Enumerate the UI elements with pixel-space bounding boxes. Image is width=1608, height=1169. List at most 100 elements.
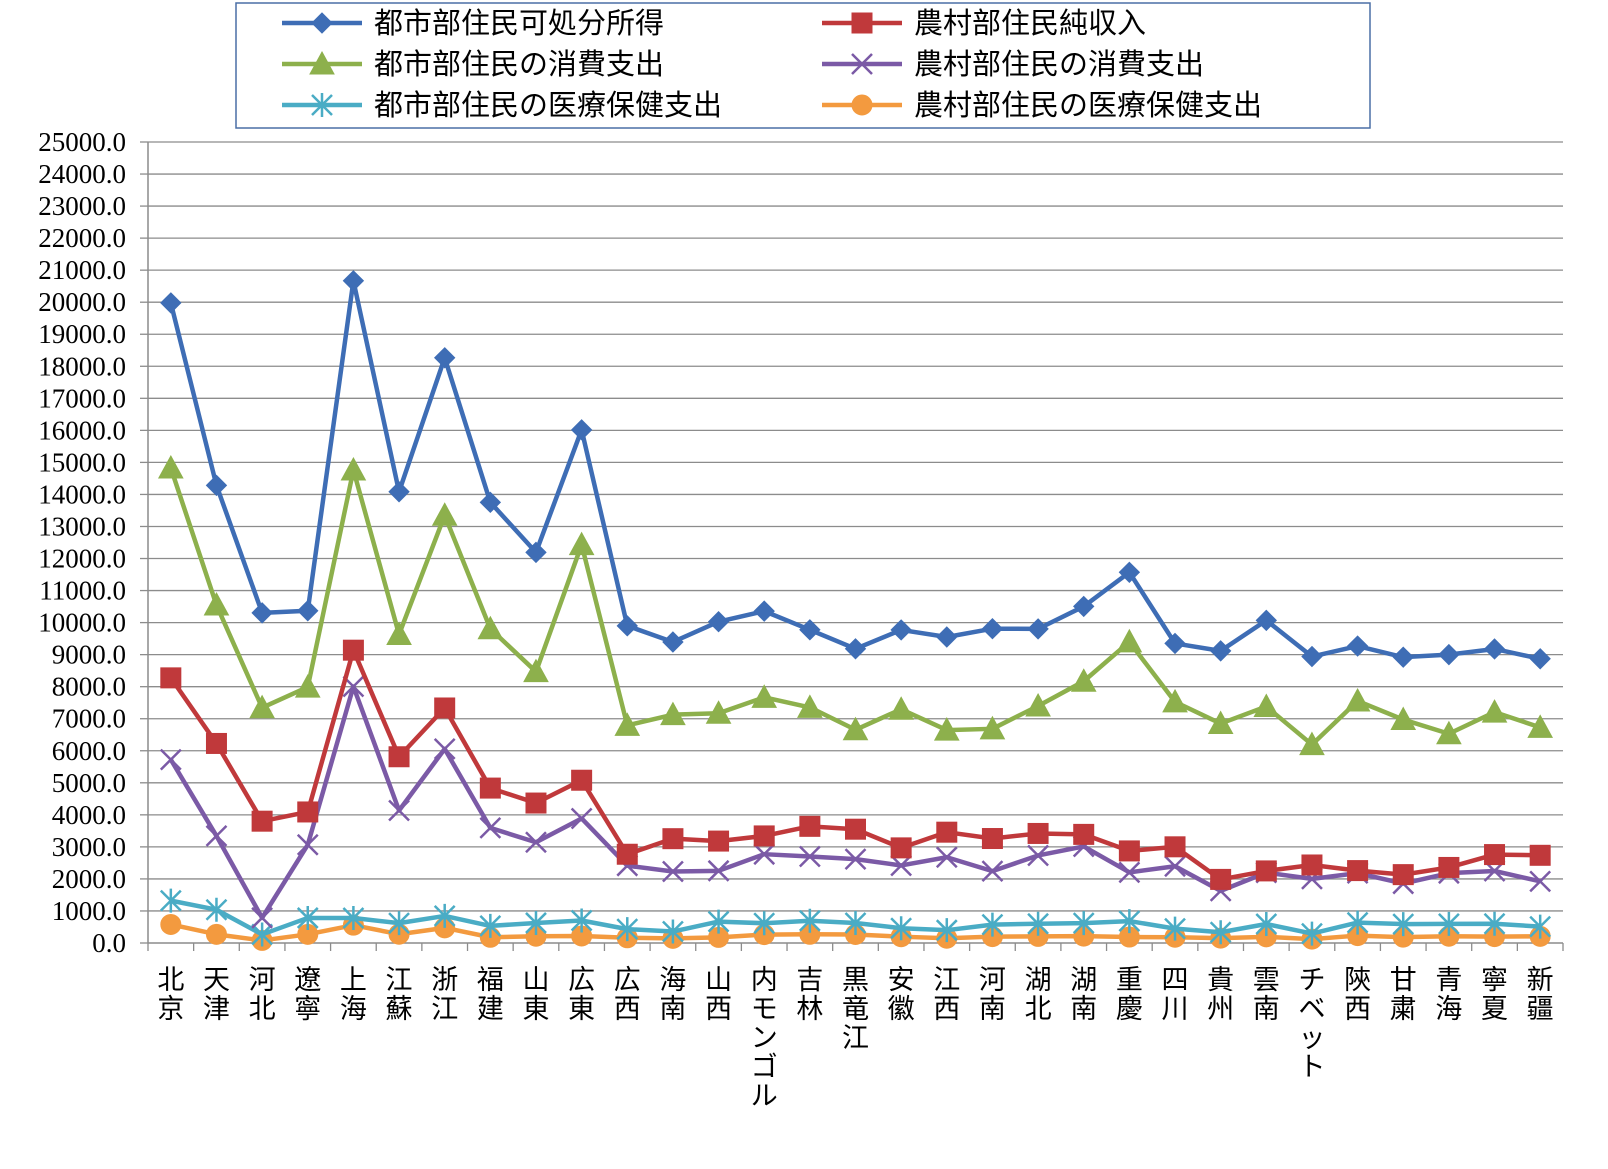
- legend-marker: [851, 94, 873, 116]
- data-point: [1073, 595, 1095, 618]
- series-3: [157, 454, 1554, 756]
- legend-label: 農村部住民純収入: [914, 6, 1146, 40]
- data-point: [708, 830, 730, 852]
- data-point: [662, 631, 684, 653]
- data-point: [1209, 920, 1232, 945]
- x-tick-label: 内モンゴル: [751, 965, 778, 1112]
- data-point: [477, 615, 504, 640]
- data-point: [1301, 645, 1323, 668]
- series-5: [159, 888, 1552, 947]
- data-point: [979, 715, 1006, 740]
- data-point: [1483, 911, 1506, 936]
- legend-item: 都市部住民の消費支出: [282, 47, 664, 81]
- x-tick-label: 湖北: [1025, 965, 1052, 1025]
- data-point: [1164, 855, 1186, 878]
- x-tick-label: 河南: [979, 965, 1006, 1025]
- data-point: [1207, 710, 1234, 735]
- data-point: [799, 815, 821, 837]
- data-point: [1118, 909, 1141, 934]
- data-point: [433, 738, 456, 760]
- x-tick-label: 四川: [1162, 965, 1189, 1025]
- series-2: [160, 639, 1551, 890]
- data-point: [1118, 561, 1141, 584]
- legend-box: [235, 2, 1371, 129]
- data-point: [890, 837, 912, 859]
- data-point: [159, 748, 182, 771]
- y-tick-label: 8000.0: [52, 672, 126, 702]
- data-point: [753, 843, 776, 866]
- data-point: [1118, 861, 1141, 884]
- data-point: [707, 909, 730, 934]
- data-point: [1299, 731, 1325, 756]
- data-point: [1436, 720, 1462, 745]
- data-point: [386, 621, 412, 645]
- data-point: [981, 617, 1004, 640]
- data-point: [479, 913, 502, 938]
- data-point: [433, 347, 456, 369]
- legend-marker: [851, 53, 873, 75]
- y-tick-label: 1000.0: [52, 896, 126, 926]
- data-point: [1529, 870, 1552, 893]
- data-point: [294, 674, 321, 698]
- data-point: [479, 817, 502, 839]
- x-tick-label: 浙江: [431, 965, 458, 1025]
- legend-item: 農村部住民純収入: [822, 6, 1146, 40]
- data-point: [479, 491, 502, 514]
- data-point: [297, 801, 319, 823]
- data-point: [798, 908, 821, 933]
- data-point: [205, 474, 228, 497]
- data-point: [251, 906, 273, 929]
- y-tick-label: 19000.0: [38, 319, 126, 349]
- data-point: [525, 541, 547, 564]
- data-point: [571, 769, 593, 791]
- data-point: [614, 712, 641, 736]
- data-point: [1347, 860, 1369, 882]
- y-tick-label: 0.0: [92, 928, 126, 958]
- x-tick-label: 湖南: [1070, 965, 1097, 1025]
- data-point: [1025, 692, 1051, 717]
- series-layer: [157, 270, 1554, 951]
- data-point: [705, 700, 732, 724]
- axes: 0.01000.02000.03000.04000.05000.06000.07…: [38, 127, 1564, 1112]
- x-tick-label: チベット: [1298, 965, 1325, 1083]
- x-tick-label: 新疆: [1527, 965, 1554, 1025]
- data-point: [981, 828, 1003, 850]
- data-point: [1255, 912, 1278, 936]
- data-point: [1301, 921, 1323, 946]
- data-point: [388, 799, 410, 822]
- data-point: [1070, 668, 1097, 692]
- data-point: [433, 903, 456, 928]
- data-point: [662, 919, 684, 944]
- data-point: [340, 456, 367, 481]
- data-point: [523, 658, 549, 683]
- data-point: [342, 639, 364, 661]
- data-point: [1027, 844, 1049, 867]
- data-point: [431, 502, 458, 526]
- legend-label: 都市部住民可処分所得: [374, 6, 664, 40]
- data-point: [616, 615, 638, 637]
- data-point: [342, 905, 365, 930]
- data-point: [935, 846, 958, 869]
- data-point: [159, 888, 182, 913]
- y-tick-label: 24000.0: [38, 159, 126, 189]
- data-point: [205, 732, 227, 754]
- data-point: [753, 825, 775, 847]
- data-point: [1344, 687, 1371, 712]
- y-tick-label: 7000.0: [52, 704, 126, 734]
- data-point: [1438, 856, 1460, 878]
- data-point: [933, 717, 960, 741]
- series-1: [160, 270, 1551, 670]
- data-point: [1346, 635, 1369, 657]
- x-tick-label: 貴州: [1207, 965, 1234, 1025]
- data-point: [660, 701, 686, 726]
- legend-item: 都市部住民可処分所得: [282, 6, 664, 40]
- data-point: [1162, 688, 1188, 713]
- data-point: [203, 591, 230, 616]
- x-tick-label: 甘粛: [1390, 965, 1417, 1025]
- x-tick-label: 広東: [568, 965, 595, 1025]
- y-tick-label: 17000.0: [38, 383, 126, 413]
- data-point: [616, 843, 638, 865]
- data-point: [342, 270, 365, 292]
